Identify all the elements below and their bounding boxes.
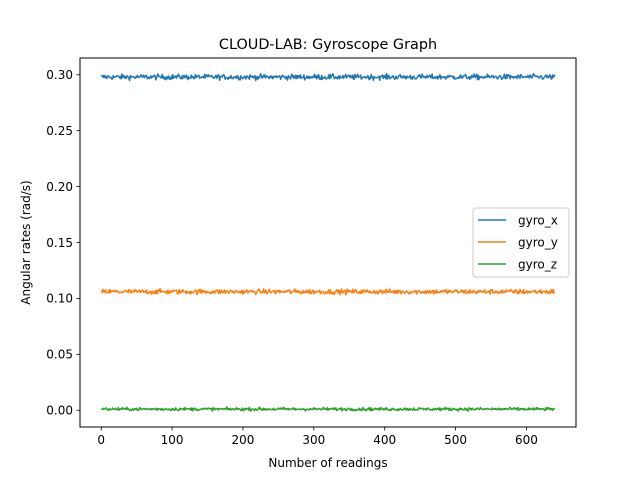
series-line-gyro_x xyxy=(100,72,556,82)
y-tick-label: 0.15 xyxy=(46,236,73,250)
y-axis: 0.00 0.05 0.10 0.15 0.20 0.25 0.30 xyxy=(46,68,80,418)
x-tick-label: 0 xyxy=(97,433,105,447)
series-line-gyro_z xyxy=(101,406,556,412)
x-tick-label: 100 xyxy=(161,433,184,447)
x-tick-label: 400 xyxy=(373,433,396,447)
legend: gyro_x gyro_y gyro_z xyxy=(472,207,570,278)
legend-label-gyro_z: gyro_z xyxy=(518,257,557,271)
legend-box xyxy=(472,207,570,278)
legend-label-gyro_y: gyro_y xyxy=(518,235,558,249)
series-line-gyro_y xyxy=(100,287,556,296)
chart-title: CLOUD-LAB: Gyroscope Graph xyxy=(219,37,437,53)
y-tick-label: 0.10 xyxy=(46,292,73,306)
y-tick-label: 0.25 xyxy=(46,124,73,138)
y-tick-label: 0.00 xyxy=(46,404,73,418)
plot-area xyxy=(79,57,577,428)
legend-label-gyro_x: gyro_x xyxy=(518,213,558,227)
y-tick-label: 0.20 xyxy=(46,180,73,194)
x-tick-label: 300 xyxy=(302,433,325,447)
x-tick-label: 600 xyxy=(515,433,538,447)
y-tick-label: 0.30 xyxy=(46,68,73,82)
x-tick-label: 200 xyxy=(232,433,255,447)
x-tick-label: 500 xyxy=(444,433,467,447)
x-axis: 0 100 200 300 400 500 600 xyxy=(97,427,538,447)
x-axis-label: Number of readings xyxy=(268,456,387,470)
y-axis-label: Angular rates (rad/s) xyxy=(19,180,33,304)
y-tick-label: 0.05 xyxy=(46,348,73,362)
